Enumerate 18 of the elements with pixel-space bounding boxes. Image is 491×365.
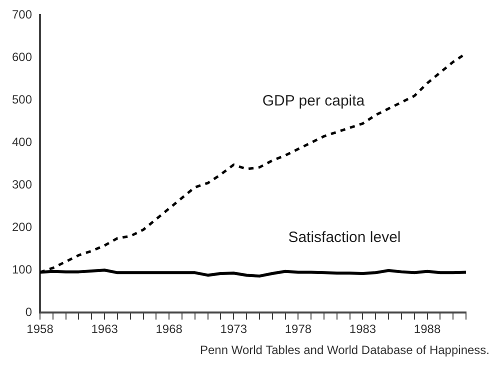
series-label: Satisfaction level	[288, 229, 401, 246]
y-tick-label: 100	[12, 262, 32, 276]
x-tick-label: 1973	[220, 322, 248, 336]
x-tick-label: 1963	[91, 322, 118, 336]
series-label: GDP per capita	[262, 92, 366, 110]
x-tick-label: 1958	[26, 322, 54, 336]
y-tick-label: 200	[12, 220, 32, 234]
x-tick-label: 1978	[284, 322, 312, 336]
x-tick-label: 1988	[414, 322, 441, 336]
y-tick-label: 600	[12, 50, 32, 64]
x-tick-label: 1968	[156, 322, 183, 336]
y-tick-label: 700	[12, 8, 32, 22]
y-tick-label: 500	[12, 92, 32, 106]
y-tick-label: 300	[12, 177, 32, 192]
x-tick-label: 1983	[349, 322, 376, 336]
y-tick-label: 0	[25, 304, 32, 319]
text: Penn World Tables and World Database of Happiness.	[200, 343, 490, 357]
y-tick-label: 400	[12, 134, 32, 149]
